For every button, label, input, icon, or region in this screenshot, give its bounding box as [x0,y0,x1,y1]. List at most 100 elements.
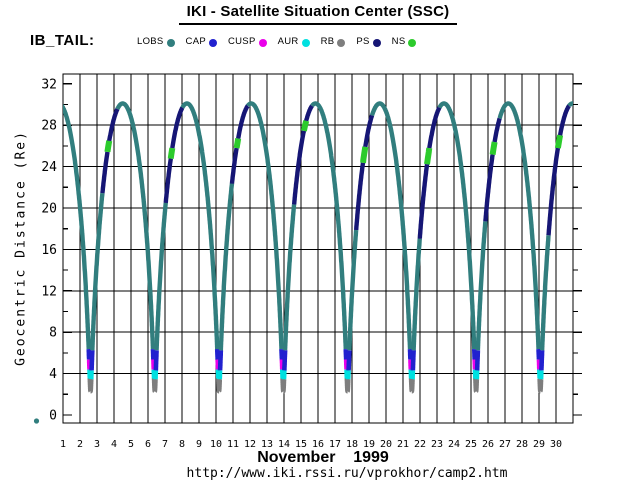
ns-dot-icon [408,39,417,47]
x-tick-label: 6 [145,439,151,450]
x-tick-label: 29 [533,439,545,450]
x-tick-label: 27 [499,439,511,450]
legend-label: CAP [185,36,206,47]
x-tick-label: 11 [227,439,239,450]
orbit-segment [170,105,185,150]
x-tick-label: 1 [60,439,66,450]
orbit-segment [180,101,220,350]
x-axis-month-label: November 1999 [257,449,389,466]
orbit-segment [410,349,416,372]
y-tick-label: 32 [41,77,57,92]
x-tick-label: 13 [261,439,273,450]
x-tick-label: 23 [431,439,443,450]
orbit-segment [217,349,224,372]
orbit-segment [546,147,561,236]
source-url: http://www.iki.rssi.ru/vprokhor/camp2.ht… [186,466,508,481]
legend-label: CUSP [227,36,256,47]
orbit-segment [492,116,502,144]
x-tick-label: 30 [550,439,562,450]
x-tick-label: 19 [363,439,375,450]
orbit-segment [539,349,545,372]
orbit-segment [282,203,297,352]
orbit-segment [345,377,351,394]
y-tick-label: 16 [41,243,57,258]
legend-label: LOBS [137,36,164,47]
orbit-segment [282,349,288,372]
cusp-dot-icon [258,39,267,47]
orbit-segment [63,103,91,350]
stray-data-point [33,418,40,424]
orbit-segment [115,101,156,350]
orbit-segment [497,101,541,350]
page-title: IKI - Satellite Situation Center (SSC) [178,3,458,25]
orbit-segment [567,101,573,108]
orbit-segment [291,129,307,206]
x-tick-label: 12 [244,439,256,450]
x-tick-label: 16 [312,439,324,450]
x-tick-label: 22 [414,439,426,450]
y-tick-labels: 0 4 8 12 16 20 24 28 32 [41,77,57,423]
orbit-segment [233,136,242,150]
orbit-segment [557,103,571,137]
orbit-segment [360,145,369,165]
orbit-segment [300,118,310,133]
orbit-segment [281,377,287,394]
legend: LOBS CAP CUSP AUR RB PS NS [137,36,427,47]
region-group-label: IB_TAIL: [30,32,95,49]
x-tick-label: 5 [128,439,134,450]
legend-label: AUR [277,36,299,47]
orbit-segment [104,139,113,154]
orbit-segment [347,229,359,352]
orbit-segment [216,377,223,394]
y-tick-label: 12 [41,284,57,299]
orbit-segment [310,101,348,350]
legend-item-cusp: CUSP [228,36,267,47]
orbit-curve [63,101,573,394]
orbit-segment [245,101,284,350]
x-tick-label: 9 [196,439,202,450]
orbit-segment [167,146,176,161]
legend-label: PS [356,36,370,47]
y-tick-label: 0 [49,409,57,424]
legend-item-lobs: LOBS [137,36,175,47]
x-tick-label: 21 [397,439,409,450]
orbit-segment [427,105,442,150]
orbit-segment [474,349,481,372]
orbit-segment [163,157,173,204]
orbit-segment [539,234,551,352]
legend-label: RB [320,36,335,47]
x-tick-label: 25 [465,439,477,450]
x-tick-label: 10 [210,439,222,450]
lobs-dot-icon [166,39,175,47]
orbit-segment [229,147,239,185]
legend-label: NS [391,36,406,47]
orbit-segment [409,377,415,394]
orbit-segment [554,133,564,150]
orbit-segment [538,377,544,394]
orbit-segment [483,153,495,222]
orbit-segment [363,113,375,148]
legend-item-rb: RB [321,36,346,47]
y-tick-label: 4 [49,367,57,382]
orbit-segment [154,202,168,352]
y-ticks [63,83,582,416]
plot-border [62,73,574,424]
x-tick-label: 14 [278,439,290,450]
orbit-segment [369,101,413,350]
x-tick-label: 20 [380,439,392,450]
y-tick-label: 28 [41,119,57,134]
orbit-segment [437,101,477,350]
orbit-segment [152,377,158,394]
orbit-segment [411,238,422,352]
x-tick-label: 4 [111,439,117,450]
x-tick-label: 8 [179,439,185,450]
y-tick-label: 24 [41,160,57,175]
orbit-segment [473,377,480,394]
cap-dot-icon [208,39,217,47]
orbit-segment [88,377,94,394]
orbit-segment [90,192,105,352]
orbit-segment [424,146,433,166]
orbit-segment [236,103,250,140]
y-tick-label: 8 [49,326,57,341]
